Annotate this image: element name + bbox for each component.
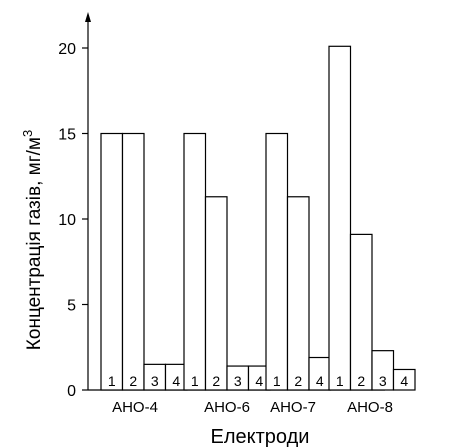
- bar-label: 2: [294, 373, 302, 389]
- bar-label: 4: [400, 373, 408, 389]
- bars: [100, 45, 416, 391]
- bar-label: 2: [357, 373, 365, 389]
- bar: [204, 196, 228, 391]
- bar: [286, 196, 310, 391]
- bar-label: 2: [129, 373, 137, 389]
- y-axis-title: Концентрація газів, мг/м3: [20, 130, 45, 350]
- x-category-label: АНО-4: [112, 399, 158, 416]
- y-axis-title-main: Концентрація газів, мг/м: [24, 137, 45, 350]
- bar-label: 3: [234, 373, 242, 389]
- bar: [121, 132, 145, 391]
- x-category-label: АНО-7: [270, 399, 316, 416]
- bar: [392, 368, 416, 391]
- bar: [328, 45, 352, 391]
- y-tick-label: 0: [67, 383, 76, 400]
- bar: [100, 132, 124, 391]
- y-tick-label: 15: [58, 127, 76, 144]
- bar-label: 3: [151, 373, 159, 389]
- bar-label: 3: [379, 373, 387, 389]
- y-tick-label: 10: [58, 212, 76, 229]
- x-axis-title: Електроди: [211, 426, 310, 448]
- bar-label: 1: [108, 373, 116, 389]
- y-tick-label: 20: [58, 41, 76, 58]
- bar-label: 4: [255, 373, 263, 389]
- y-axis-title-sup: 3: [20, 130, 35, 137]
- bar-label: 4: [172, 373, 180, 389]
- bar-label: 1: [273, 373, 281, 389]
- bar: [349, 233, 373, 391]
- x-category-label: АНО-8: [347, 399, 393, 416]
- y-axis-arrow: [85, 12, 91, 22]
- bar: [265, 132, 289, 391]
- bar: [183, 132, 207, 391]
- bar-label: 4: [316, 373, 324, 389]
- x-category-label: АНО-6: [204, 399, 250, 416]
- y-tick-label: 5: [67, 298, 76, 315]
- bar-label: 2: [212, 373, 220, 389]
- bar-label: 1: [336, 373, 344, 389]
- bar-label: 1: [191, 373, 199, 389]
